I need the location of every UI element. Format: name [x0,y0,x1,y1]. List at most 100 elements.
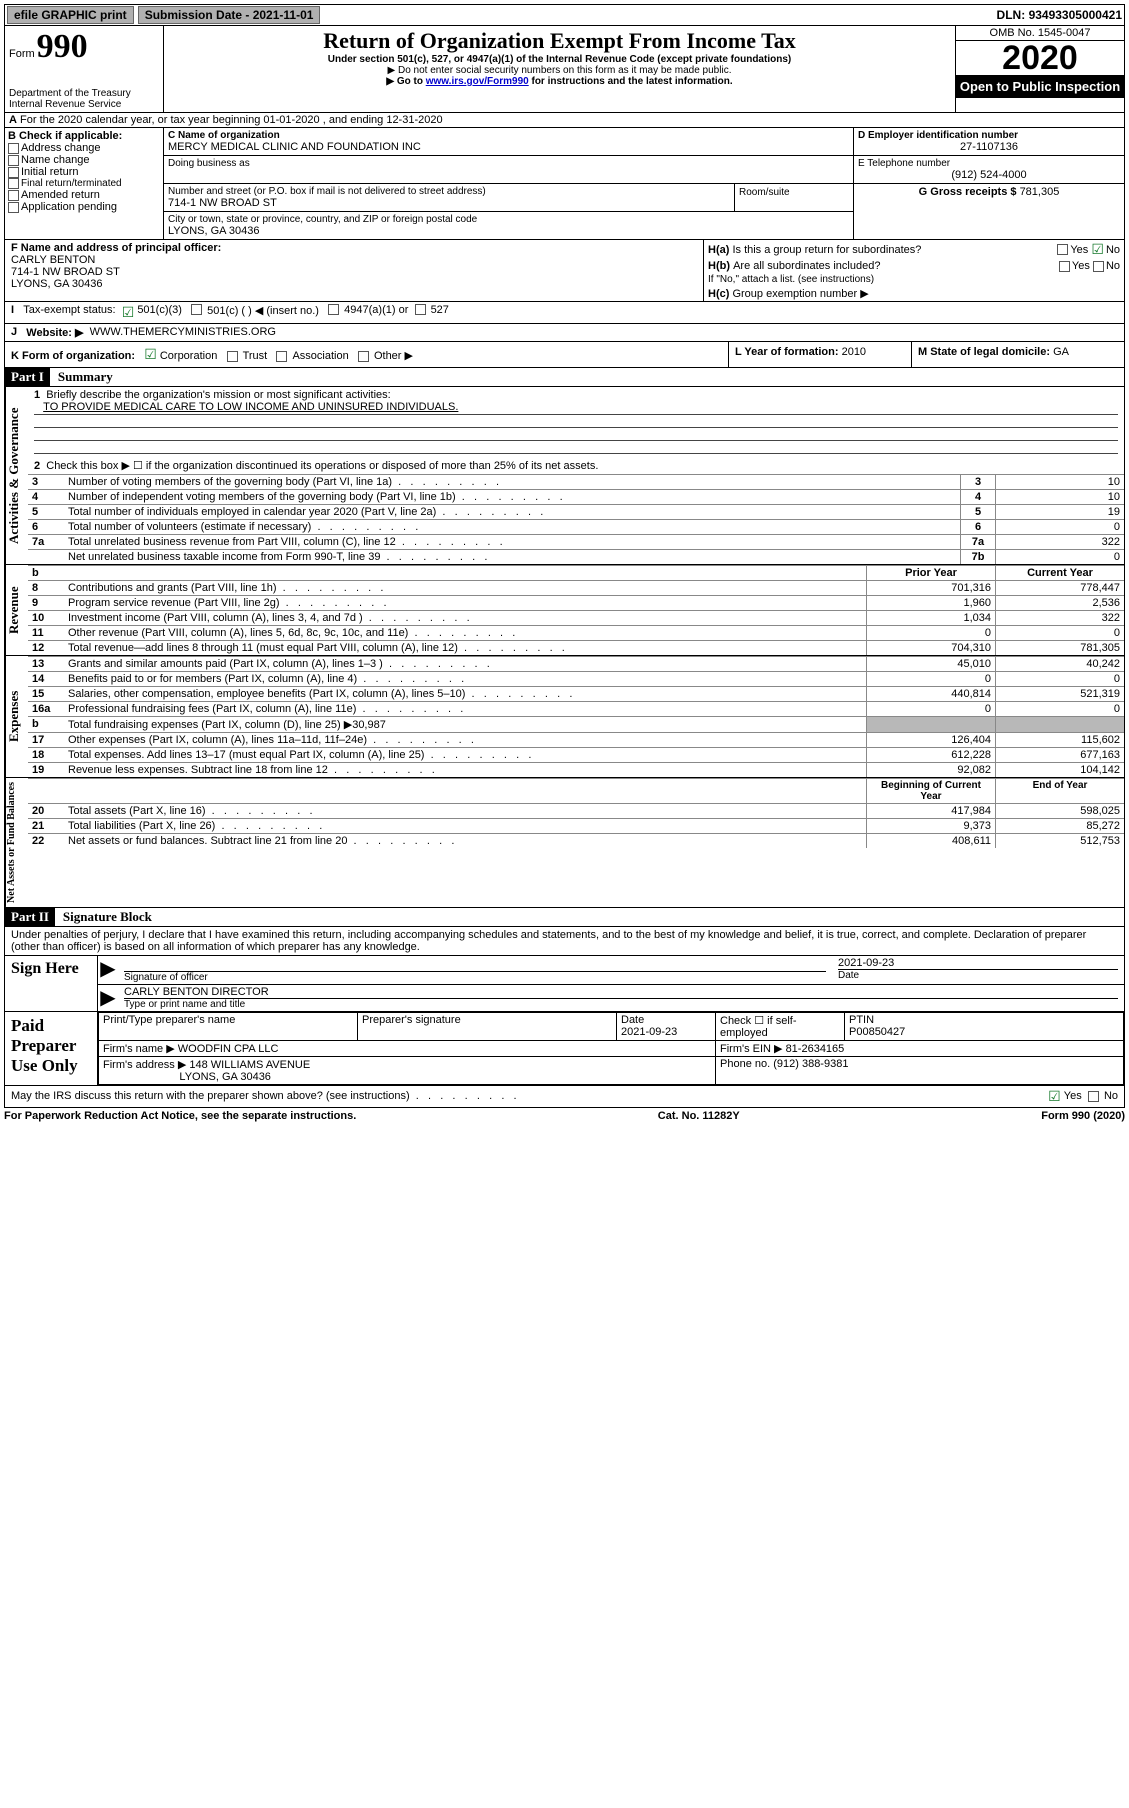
city-label: City or town, state or province, country… [168,214,849,225]
ag-sidelabel: Activities & Governance [5,387,28,564]
hb-no-checkbox[interactable] [1093,261,1104,272]
501c-checkbox[interactable] [191,304,202,315]
self-employed-label: Check ☐ if self-employed [720,1015,797,1039]
form-header: Form 990 Department of the Treasury Inte… [4,26,1125,113]
city-state-zip: LYONS, GA 30436 [168,225,849,237]
website-value: WWW.THEMERCYMINISTRIES.ORG [90,326,276,339]
501c-label: 501(c) ( ) ◀ (insert no.) [207,304,319,321]
tax-exempt-label: Tax-exempt status: [23,304,115,321]
tax-year: 2020 [956,41,1124,76]
open-to-public: Open to Public Inspection [956,76,1124,98]
checkbox-app-pending[interactable] [8,202,19,213]
4947-checkbox[interactable] [328,304,339,315]
hb-question: Are all subordinates included? [733,260,880,272]
phone-label: E Telephone number [858,158,1120,169]
ptin-value: P00850427 [849,1026,905,1038]
year-formation-value: 2010 [842,346,866,358]
prep-date-label: Date [621,1014,644,1026]
irs-label: Internal Revenue Service [9,99,159,110]
table-row: 4Number of independent voting members of… [28,490,1124,505]
hb-yes-checkbox[interactable] [1059,261,1070,272]
discuss-row: May the IRS discuss this return with the… [4,1086,1125,1108]
gross-receipts-label: G Gross receipts $ [919,186,1017,198]
ha-no-label: No [1106,244,1120,256]
box-b-header: B Check if applicable: [8,130,160,142]
form-word: Form [9,48,35,60]
irs-link[interactable]: www.irs.gov/Form990 [426,76,529,87]
discuss-no-checkbox[interactable] [1088,1091,1099,1102]
form-title: Return of Organization Exempt From Incom… [170,28,949,54]
discuss-yes-label: Yes [1064,1090,1082,1102]
table-row: 17Other expenses (Part IX, column (A), l… [28,733,1124,748]
sign-here-label: Sign Here [5,956,98,1011]
sign-here-block: Sign Here ▶ Signature of officer 2021-09… [4,956,1125,1012]
ha-yes-checkbox[interactable] [1057,244,1068,255]
firms-ein-label: Firm's EIN ▶ [720,1043,783,1055]
discuss-yes-checkbox-checked[interactable]: ☑ [1048,1088,1061,1105]
expenses-sidelabel: Expenses [5,656,28,777]
501c3-label: 501(c)(3) [137,304,182,321]
other-checkbox[interactable] [358,351,369,362]
form-org-row: K Form of organization: ☑ Corporation Tr… [4,342,1125,368]
box-f-label: F Name and address of principal officer: [11,242,221,254]
revenue-table: bPrior YearCurrent Year8Contributions an… [28,565,1124,655]
discontinued-note: Check this box ▶ ☐ if the organization d… [46,460,598,472]
checkbox-final-return[interactable] [8,178,19,189]
checkbox-amended[interactable] [8,190,19,201]
firms-phone-label: Phone no. [720,1058,770,1070]
other-label: Other ▶ [374,350,413,362]
firms-addr-label: Firm's address ▶ [103,1059,186,1071]
label-name-change: Name change [21,154,90,166]
dba-label: Doing business as [168,158,849,169]
dln-label: DLN: [997,8,1026,22]
box-k-label: K Form of organization: [11,350,135,362]
submission-date-button[interactable]: Submission Date - 2021-11-01 [138,6,321,24]
table-row: 3Number of voting members of the governi… [28,475,1124,490]
firms-phone-value: (912) 388-9381 [773,1058,848,1070]
line-a: A For the 2020 calendar year, or tax yea… [4,113,1125,128]
corp-label: Corporation [160,350,217,362]
officer-printed-name: CARLY BENTON DIRECTOR [124,986,1118,999]
expenses-table: 13Grants and similar amounts paid (Part … [28,656,1124,777]
table-row: 8Contributions and grants (Part VIII, li… [28,581,1124,596]
table-row: 10Investment income (Part VIII, column (… [28,611,1124,626]
sig-date-label: Date [838,969,1118,981]
firms-ein-value: 81-2634165 [786,1043,845,1055]
corp-checkbox-checked[interactable]: ☑ [144,346,157,362]
firms-name-label: Firm's name ▶ [103,1043,175,1055]
j-label: J [11,326,17,339]
checkbox-name-change[interactable] [8,155,19,166]
website-row: J Website: ▶ WWW.THEMERCYMINISTRIES.ORG [4,324,1125,342]
efile-print-button[interactable]: efile GRAPHIC print [7,6,134,24]
table-row: 15Salaries, other compensation, employee… [28,687,1124,702]
state-domicile-value: GA [1053,346,1069,358]
hb-yes-label: Yes [1072,260,1090,272]
net-assets-section: Net Assets or Fund Balances Beginning of… [4,778,1125,908]
part2-header-row: Part II Signature Block [4,908,1125,927]
table-row: 16aProfessional fundraising fees (Part I… [28,702,1124,717]
assoc-checkbox[interactable] [276,351,287,362]
ha-yes-label: Yes [1070,244,1088,256]
phone-value: (912) 524-4000 [858,169,1120,181]
checkbox-initial-return[interactable] [8,167,19,178]
officer-addr2: LYONS, GA 30436 [11,278,697,290]
net-assets-table: Beginning of Current YearEnd of Year20To… [28,778,1124,848]
ein-value: 27-1107136 [858,141,1120,153]
firms-addr1: 148 WILLIAMS AVENUE [189,1059,310,1071]
top-bar: efile GRAPHIC print Submission Date - 20… [4,4,1125,26]
dept-treasury: Department of the Treasury [9,88,159,99]
trust-checkbox[interactable] [227,351,238,362]
501c3-checkbox-checked[interactable]: ☑ [122,304,135,321]
website-label: Website: ▶ [26,326,83,339]
checkbox-address-change[interactable] [8,143,19,154]
identification-block: B Check if applicable: Address change Na… [4,128,1125,240]
527-checkbox[interactable] [415,304,426,315]
mission-label: Briefly describe the organization's miss… [46,389,390,401]
preparer-table: Print/Type preparer's name Preparer's si… [98,1012,1124,1085]
sign-arrow-icon: ▶ [100,958,115,980]
footer-mid: Cat. No. 11282Y [658,1110,740,1122]
table-row: 20Total assets (Part X, line 16)417,9845… [28,804,1124,819]
table-row: 11Other revenue (Part VIII, column (A), … [28,626,1124,641]
ha-no-checkbox-checked[interactable]: ☑ [1091,241,1104,258]
footer-right: Form 990 (2020) [1041,1110,1125,1122]
